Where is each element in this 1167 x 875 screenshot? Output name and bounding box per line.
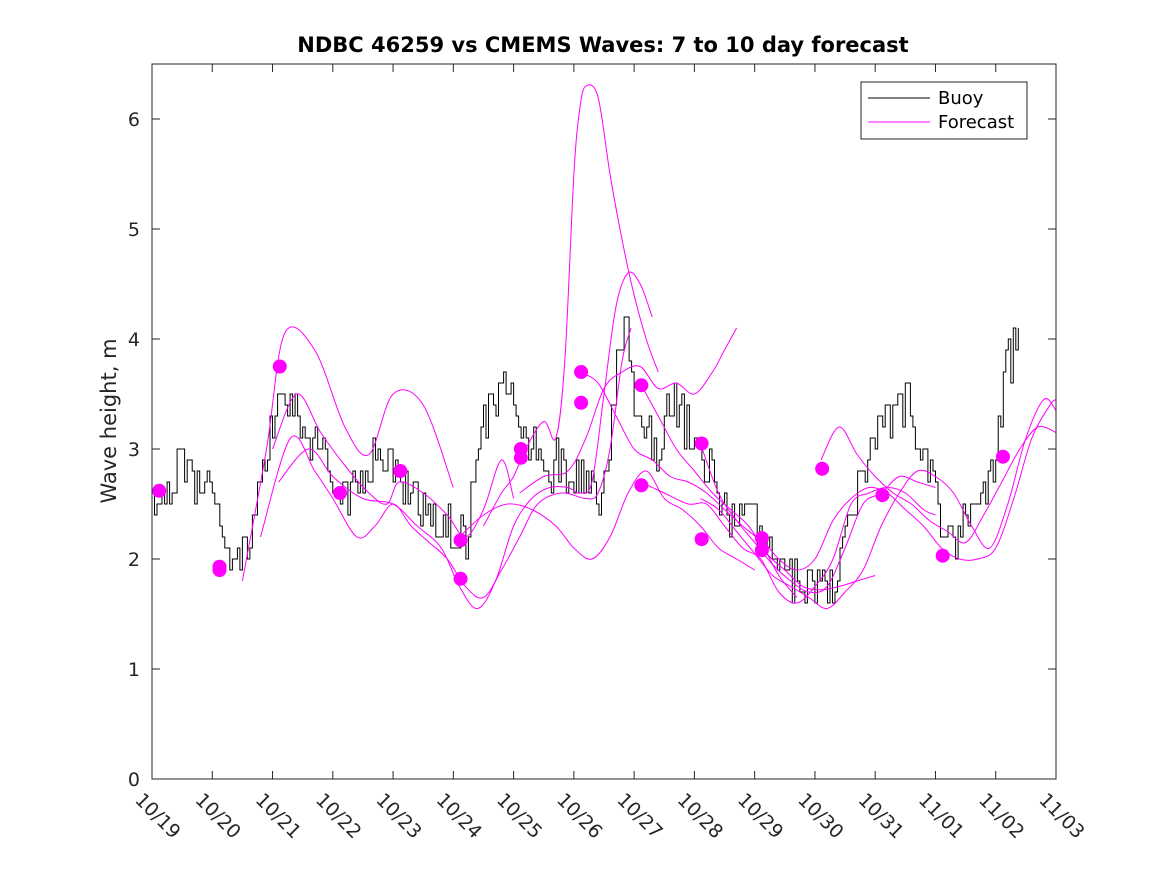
forecast-line-3 <box>260 327 632 599</box>
forecast-start-marker <box>815 461 830 476</box>
forecast-start-marker <box>453 571 468 586</box>
forecast-line-12 <box>700 398 1056 610</box>
forecast-line-13 <box>760 399 1056 571</box>
buoy-series-layer <box>152 316 1019 604</box>
x-tick-label: 10/19 <box>130 789 184 843</box>
forecast-start-marker <box>272 359 287 374</box>
x-tick-label: 10/22 <box>311 789 365 843</box>
y-tick-label: 0 <box>128 769 140 791</box>
forecast-line-8 <box>579 371 798 598</box>
x-tick-label: 10/26 <box>552 789 606 843</box>
forecast-line-11 <box>699 443 936 594</box>
forecast-start-marker <box>453 533 468 548</box>
forecast-start-marker <box>634 378 649 393</box>
forecast-line-7 <box>519 327 738 494</box>
y-tick-label: 4 <box>128 329 140 351</box>
forecast-line-4 <box>278 271 653 609</box>
forecast-line-6 <box>483 84 659 527</box>
forecast-start-marker <box>754 531 769 546</box>
y-tick-label: 2 <box>128 549 140 571</box>
forecast-start-marker <box>574 365 589 379</box>
forecast-start-marker <box>935 548 950 563</box>
x-tick-label: 11/01 <box>914 789 968 843</box>
x-tick-label: 11/02 <box>974 789 1028 843</box>
y-tick-label: 3 <box>128 439 140 461</box>
forecast-start-marker <box>634 478 649 493</box>
x-tick-label: 10/23 <box>372 789 426 843</box>
forecast-start-marker <box>574 395 589 410</box>
x-tick-label: 10/27 <box>613 789 667 843</box>
legend-forecast-label: Forecast <box>938 112 1014 133</box>
forecast-line-10 <box>639 481 936 604</box>
y-tick-label: 6 <box>128 109 140 131</box>
x-tick-label: 10/29 <box>733 789 787 843</box>
forecast-line-1 <box>241 326 454 582</box>
legend: Buoy Forecast <box>860 81 1028 140</box>
legend-box <box>860 81 1028 140</box>
y-tick-label: 1 <box>128 659 140 681</box>
forecast-start-marker <box>333 486 348 500</box>
forecast-series-layer <box>241 84 1056 610</box>
forecast-start-marker <box>754 543 769 558</box>
x-tick-label: 11/03 <box>1034 789 1088 843</box>
forecast-start-marker <box>152 483 167 498</box>
forecast-line-5 <box>459 470 755 571</box>
y-tick-label: 5 <box>128 219 140 241</box>
forecast-start-marker <box>875 488 890 503</box>
x-tick-label: 10/30 <box>793 789 847 843</box>
buoy-series-line <box>152 316 1019 604</box>
x-tick-label: 10/31 <box>854 789 908 843</box>
y-axis-label: Wave height, m <box>97 338 121 503</box>
x-tick-label: 10/28 <box>673 789 727 843</box>
forecast-marker-layer <box>152 359 1010 586</box>
forecast-start-marker <box>694 436 709 451</box>
forecast-start-marker <box>694 532 709 547</box>
forecast-start-marker <box>513 450 528 465</box>
legend-buoy-label: Buoy <box>938 88 984 109</box>
chart-title: NDBC 46259 vs CMEMS Waves: 7 to 10 day f… <box>297 33 908 57</box>
x-tick-label: 10/25 <box>492 789 546 843</box>
forecast-start-marker <box>995 449 1010 464</box>
x-tick-label: 10/20 <box>191 789 245 843</box>
forecast-line-14 <box>820 425 1056 544</box>
x-tick-label: 10/24 <box>432 789 486 843</box>
forecast-line-2 <box>272 393 515 538</box>
forecast-start-marker <box>393 464 408 478</box>
forecast-start-marker <box>212 563 227 577</box>
x-tick-label: 10/21 <box>251 789 305 843</box>
axes-box <box>151 63 1057 780</box>
